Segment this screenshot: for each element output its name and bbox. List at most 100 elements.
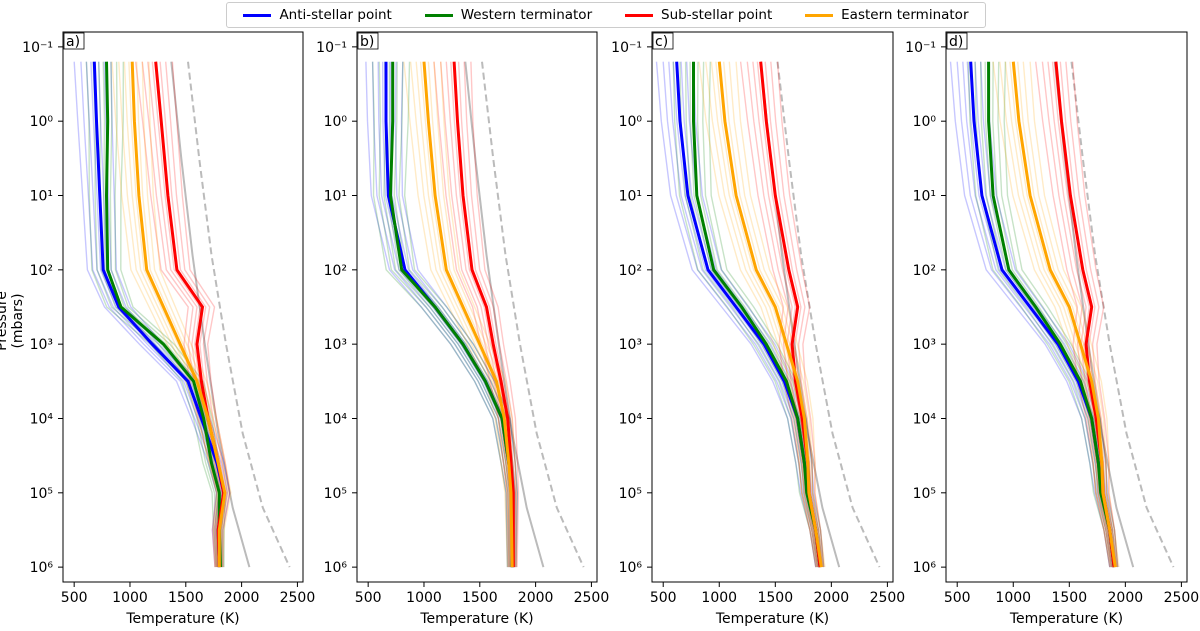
- ensemble-line: [1022, 61, 1119, 568]
- ensemble-line: [123, 61, 223, 568]
- y-tick-label: 10⁻¹: [316, 40, 347, 56]
- ensemble-line: [394, 61, 517, 568]
- ensemble-line: [378, 61, 510, 568]
- x-tick-label: 1000: [995, 590, 1031, 606]
- x-tick-label: 2000: [224, 590, 260, 606]
- legend-label-anti-stellar: Anti-stellar point: [279, 7, 392, 23]
- ensemble-line: [962, 61, 1114, 568]
- panel-1: 500 1000 1500 2000 2500 10⁻¹ 10⁰ 10¹ 10² 10³ 10⁴ 10…: [22, 31, 316, 627]
- panel-label: d): [949, 34, 963, 50]
- ensemble-line: [386, 61, 513, 568]
- y-tick-label: 10²: [30, 263, 53, 279]
- x-tick-label: 2500: [870, 590, 906, 606]
- ensemble-line: [735, 61, 826, 568]
- y-tick-label: 10⁶: [619, 560, 643, 576]
- x-tick-label: 500: [355, 590, 382, 606]
- x-tick-label: 500: [650, 590, 677, 606]
- y-tick-label: 10³: [913, 337, 936, 353]
- x-tick-label: 2000: [814, 590, 850, 606]
- ensemble-line: [409, 61, 510, 568]
- ensemble-line: [702, 61, 823, 568]
- ensemble-line: [655, 61, 817, 568]
- plot-area-2: [365, 61, 585, 568]
- ensemble-line: [679, 61, 818, 568]
- legend: Anti-stellar point Western terminator Su…: [226, 2, 986, 28]
- y-tick-label: 10⁰: [913, 114, 937, 130]
- x-tick-label: 2500: [280, 590, 316, 606]
- x-axis-label: Temperature (K): [125, 611, 239, 627]
- ensemble-line: [403, 61, 509, 568]
- y-tick-label: 10⁻¹: [22, 40, 53, 56]
- ensemble-line: [128, 61, 225, 568]
- ensemble-line: [672, 61, 817, 568]
- x-tick-label: 2000: [518, 590, 554, 606]
- y-tick-label: 10⁵: [619, 486, 642, 502]
- y-tick-label: 10⁶: [324, 560, 348, 576]
- dashed-reference-line: [776, 61, 881, 568]
- ensemble-line: [668, 61, 820, 568]
- ensemble-line: [73, 61, 218, 568]
- ensemble-line: [662, 61, 818, 568]
- y-tick-label: 10¹: [324, 189, 347, 205]
- y-tick-label: 10⁵: [913, 486, 936, 502]
- ensemble-line: [365, 61, 509, 568]
- axes-frame: [356, 31, 598, 583]
- x-axis-label: Temperature (K): [1009, 611, 1123, 627]
- y-tick-label: 10⁰: [324, 114, 348, 130]
- panel-4: 500 1000 1500 2000 2500 10⁻¹ 10⁰ 10¹ 10² 10³ 10⁴ 10…: [905, 31, 1199, 627]
- y-tick-label: 10⁵: [324, 486, 347, 502]
- panel-label-box: [946, 32, 968, 50]
- panel-label: c): [655, 34, 668, 50]
- series-line-western-terminator: [104, 61, 222, 568]
- ensemble-line: [1003, 61, 1119, 568]
- legend-label-sub-stellar: Sub-stellar point: [661, 7, 773, 23]
- panel-label-box: [357, 32, 379, 50]
- ensemble-line: [371, 61, 510, 568]
- legend-entry-anti-stellar: Anti-stellar point: [243, 7, 392, 23]
- ensemble-line: [457, 61, 516, 568]
- ensemble-line: [1072, 61, 1119, 568]
- axes-frame: [651, 31, 894, 583]
- x-tick-label: 1500: [757, 590, 793, 606]
- y-tick-label: 10³: [30, 337, 53, 353]
- ensemble-line: [708, 61, 825, 568]
- series-line-sub-stellar-point: [452, 61, 515, 568]
- y-tick-label: 10⁻¹: [905, 40, 936, 56]
- legend-entry-eastern-terminator: Eastern terminator: [805, 7, 969, 23]
- ensemble-line: [165, 61, 229, 568]
- ensemble-line: [705, 61, 820, 568]
- solid-reference-line: [464, 61, 545, 568]
- ensemble-line: [999, 61, 1114, 568]
- legend-label-eastern-terminator: Eastern terminator: [841, 7, 969, 23]
- ensemble-line: [1041, 61, 1112, 568]
- panel-label-box: [63, 32, 85, 50]
- ensemble-line: [1035, 61, 1111, 568]
- ensemble-line: [440, 61, 511, 568]
- ensemble-line: [111, 61, 219, 568]
- series-line-eastern-terminator: [717, 61, 823, 568]
- series-line-western-terminator: [987, 61, 1116, 568]
- ensemble-line: [383, 61, 512, 568]
- panel-2: 500 1000 1500 2000 2500 10⁻¹ 10⁰ 10¹ 10² 10³ 10⁴ 10…: [316, 31, 609, 627]
- ensemble-line: [949, 61, 1111, 568]
- ensemble-line: [147, 61, 222, 568]
- panel-label: a): [66, 34, 80, 50]
- series-line-eastern-terminator: [422, 61, 514, 568]
- ensemble-line: [967, 61, 1111, 568]
- ensemble-line: [986, 61, 1119, 568]
- y-tick-label: 10⁰: [30, 114, 54, 130]
- y-tick-label: 10²: [619, 263, 642, 279]
- x-tick-label: 1500: [168, 590, 204, 606]
- ensemble-line: [136, 61, 228, 568]
- ensemble-line: [398, 61, 517, 568]
- ensemble-line: [770, 61, 823, 568]
- y-tick-label: 10²: [324, 263, 347, 279]
- ensemble-line: [109, 61, 223, 568]
- y-tick-label: 10⁴: [324, 411, 348, 427]
- series-line-eastern-terminator: [130, 61, 227, 568]
- x-tick-label: 1000: [406, 590, 442, 606]
- y-axis-label: Pressure (mbars): [0, 291, 26, 351]
- plot-area-4: [949, 61, 1175, 568]
- legend-label-western-terminator: Western terminator: [460, 7, 593, 23]
